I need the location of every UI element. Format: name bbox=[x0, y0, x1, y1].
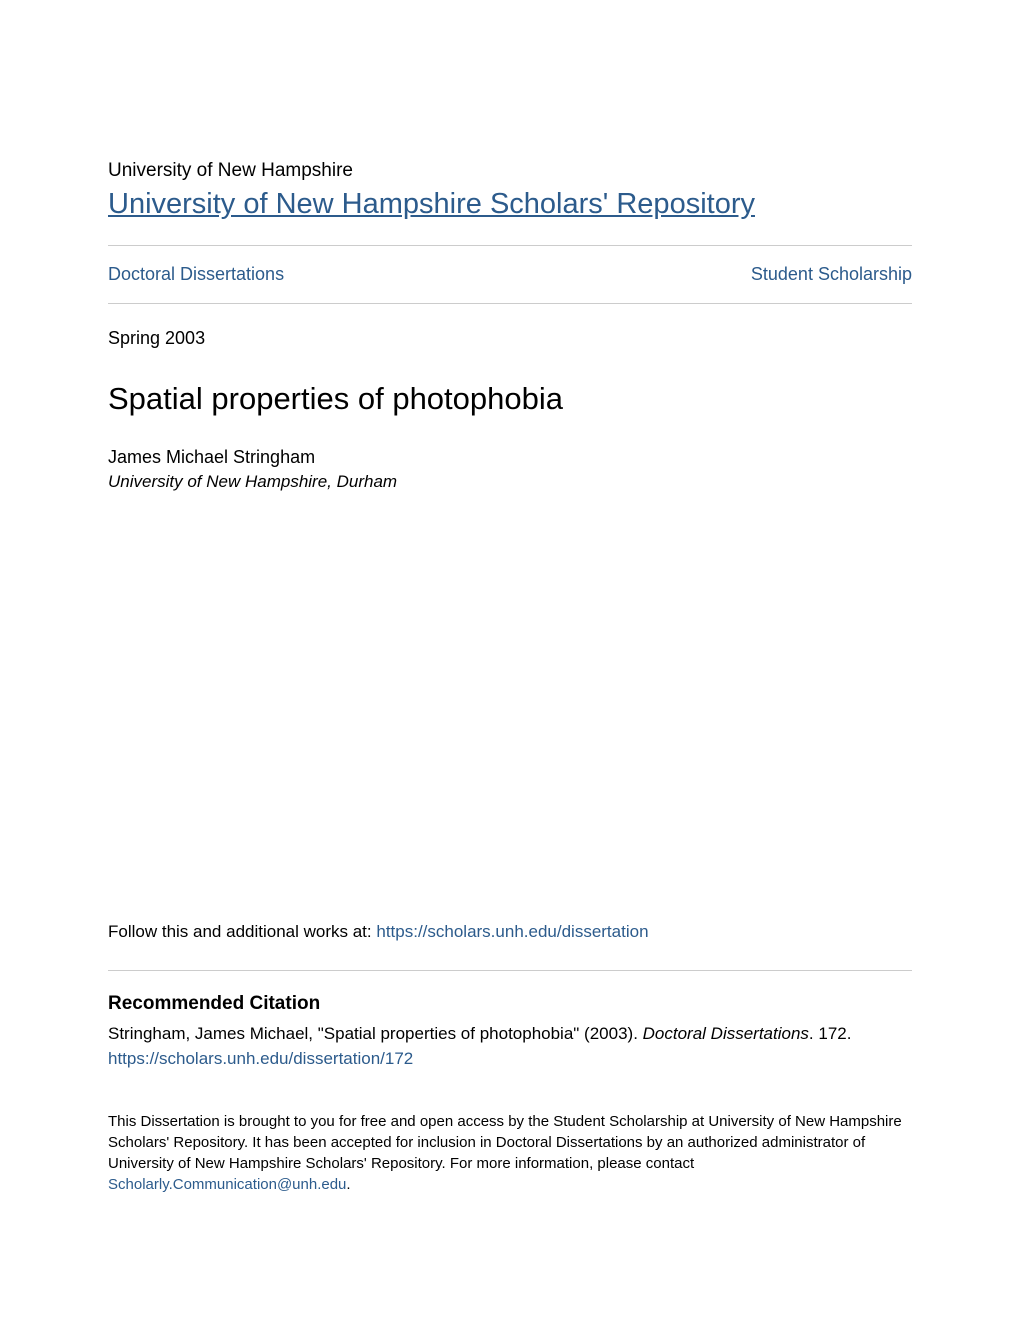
footer-suffix: . bbox=[346, 1176, 350, 1193]
author-name: James Michael Stringham bbox=[108, 447, 912, 468]
divider-nav bbox=[108, 303, 912, 304]
follow-link[interactable]: https://scholars.unh.edu/dissertation bbox=[376, 922, 648, 941]
author-affiliation: University of New Hampshire, Durham bbox=[108, 472, 912, 492]
paper-title: Spatial properties of photophobia bbox=[108, 381, 912, 417]
repository-title-text: University of New Hampshire Scholars' Re… bbox=[108, 188, 755, 220]
divider-citation bbox=[108, 970, 912, 971]
footer-body: This Dissertation is brought to you for … bbox=[108, 1113, 902, 1172]
nav-row: Doctoral Dissertations Student Scholarsh… bbox=[108, 246, 912, 303]
citation-prefix: Stringham, James Michael, "Spatial prope… bbox=[108, 1024, 643, 1043]
footer-text: This Dissertation is brought to you for … bbox=[108, 1111, 912, 1195]
university-label: University of New Hampshire bbox=[108, 160, 912, 182]
date-label: Spring 2003 bbox=[108, 328, 912, 349]
citation-suffix: . 172. bbox=[809, 1024, 852, 1043]
student-scholarship-link[interactable]: Student Scholarship bbox=[751, 264, 912, 285]
page-container: University of New Hampshire University o… bbox=[0, 0, 1020, 1195]
repository-title-link[interactable]: University of New Hampshire Scholars' Re… bbox=[108, 188, 912, 221]
citation-heading: Recommended Citation bbox=[108, 993, 912, 1015]
citation-link[interactable]: https://scholars.unh.edu/dissertation/17… bbox=[108, 1048, 912, 1071]
follow-row: Follow this and additional works at: htt… bbox=[108, 922, 912, 942]
follow-prefix: Follow this and additional works at: bbox=[108, 922, 376, 941]
doctoral-dissertations-link[interactable]: Doctoral Dissertations bbox=[108, 264, 284, 285]
footer-contact-link[interactable]: Scholarly.Communication@unh.edu bbox=[108, 1176, 346, 1193]
citation-text: Stringham, James Michael, "Spatial prope… bbox=[108, 1023, 912, 1071]
citation-italic: Doctoral Dissertations bbox=[643, 1024, 809, 1043]
